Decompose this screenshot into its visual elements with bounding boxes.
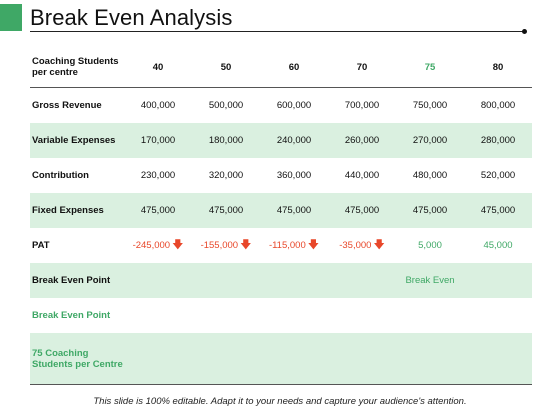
table-cell: 600,000 (276, 99, 312, 111)
table-cell: 800,000 (480, 99, 516, 111)
header-label: Coaching Students per centre (30, 47, 124, 88)
table-row-gross-revenue: Gross Revenue 400,000 500,000 600,000 70… (30, 88, 532, 123)
table-cell (464, 263, 532, 298)
table-cell: 750,000 (412, 99, 448, 111)
column-header: 80 (464, 47, 532, 88)
table-cell-loss: -35,000 🡇 (328, 228, 396, 263)
table-cell: 230,000 (140, 169, 176, 181)
table-row-pat: PAT -245,000 🡇 -155,000 🡇 -115,000 🡇 -35,00… (30, 228, 532, 263)
table-row-break-even-point: Break Even Point Break Even (30, 262, 532, 298)
table-cell: 360,000 (276, 169, 312, 181)
table-row-fixed-expenses: Fixed Expenses 475,000 475,000 475,000 4… (30, 192, 532, 228)
table-cell (192, 332, 260, 385)
arrow-down-icon: 🡇 (307, 238, 320, 251)
table-cell-loss: -155,000 🡇 (192, 228, 260, 263)
table-cell (124, 298, 192, 333)
row-label: Break Even Point (32, 309, 111, 321)
table-cell: 475,000 (276, 204, 312, 216)
row-label: Break Even Point (32, 274, 111, 286)
table-cell (328, 332, 396, 385)
table-cell: 475,000 (412, 204, 448, 216)
table-cell: 700,000 (344, 99, 380, 111)
table-cell: 520,000 (480, 169, 516, 181)
table-cell: 320,000 (208, 169, 244, 181)
row-label: 75 Coaching Students per Centre (30, 332, 124, 385)
table-cell (124, 332, 192, 385)
break-even-note: Break Even (405, 274, 455, 286)
table-cell: 475,000 (140, 204, 176, 216)
table-cell (396, 332, 464, 385)
table-cell (328, 263, 396, 298)
table-cell: 475,000 (208, 204, 244, 216)
table-cell-profit: 45,000 (483, 239, 513, 251)
table-cell: 260,000 (344, 134, 380, 146)
row-label: Variable Expenses (32, 134, 116, 146)
table-cell (124, 263, 192, 298)
table-cell: 170,000 (140, 134, 176, 146)
table-cell (260, 298, 328, 333)
table-cell: 240,000 (276, 134, 312, 146)
table-row-contribution: Contribution 230,000 320,000 360,000 440… (30, 158, 532, 193)
table-cell: 270,000 (412, 134, 448, 146)
loss-value: -245,000 (132, 239, 171, 251)
table-row-coaching-students: 75 Coaching Students per Centre (30, 332, 532, 385)
row-label: Gross Revenue (32, 99, 102, 111)
table-cell: 500,000 (208, 99, 244, 111)
table-cell (328, 298, 396, 333)
column-header-highlight: 75 (396, 47, 464, 88)
column-header: 40 (124, 47, 192, 88)
loss-value: -155,000 (200, 239, 239, 251)
table-cell (260, 332, 328, 385)
table-cell (464, 332, 532, 385)
table-cell: 440,000 (344, 169, 380, 181)
arrow-down-icon: 🡇 (240, 238, 252, 251)
table-header-row: Coaching Students per centre 40 50 60 70… (30, 47, 532, 88)
table-cell (192, 263, 260, 298)
table-cell: 180,000 (208, 134, 244, 146)
title-underline (30, 31, 524, 32)
table-row-variable-expenses: Variable Expenses 170,000 180,000 240,00… (30, 122, 532, 158)
coaching-students-label: 75 Coaching Students per Centre (32, 348, 123, 371)
table-cell (396, 298, 464, 333)
table-cell (192, 298, 260, 333)
table-cell: 280,000 (480, 134, 516, 146)
table-cell: 475,000 (480, 204, 516, 216)
loss-value: -115,000 (268, 239, 306, 251)
table-cell: 480,000 (412, 169, 448, 181)
arrow-down-icon: 🡇 (172, 238, 184, 251)
table-cell: 475,000 (344, 204, 380, 216)
table-cell (260, 263, 328, 298)
break-even-table: Coaching Students per centre 40 50 60 70… (30, 47, 532, 385)
column-header: 60 (260, 47, 328, 88)
loss-value: -35,000 (339, 239, 372, 251)
row-label: PAT (32, 239, 50, 251)
arrow-down-icon: 🡇 (373, 238, 385, 251)
row-label: Fixed Expenses (32, 204, 104, 216)
table-cell-loss: -245,000 🡇 (124, 228, 192, 263)
title-accent-square (0, 4, 22, 31)
table-cell-profit: 5,000 (418, 239, 442, 251)
column-header: 70 (328, 47, 396, 88)
table-cell-loss: -115,000 🡇 (260, 228, 328, 263)
footer-note: This slide is 100% editable. Adapt it to… (93, 396, 467, 407)
column-header: 50 (192, 47, 260, 88)
table-cell: 400,000 (140, 99, 176, 111)
slide-title: Break Even Analysis (30, 5, 233, 30)
row-label: Contribution (32, 169, 89, 181)
table-row-break-even-point-green: Break Even Point (30, 298, 532, 333)
title-underline-dot (522, 28, 527, 34)
table-cell (464, 298, 532, 333)
